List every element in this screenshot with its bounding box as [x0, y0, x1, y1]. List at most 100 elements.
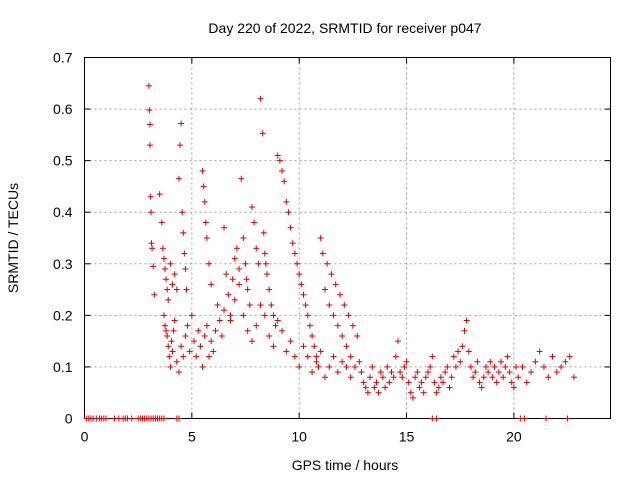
- data-point: [163, 276, 170, 283]
- data-point: [482, 363, 489, 370]
- data-point: [437, 374, 444, 381]
- data-point: [553, 369, 560, 376]
- chart-title: Day 220 of 2022, SRMTID for receiver p04…: [208, 20, 481, 36]
- data-point: [231, 296, 238, 303]
- data-point: [382, 384, 389, 391]
- data-point: [467, 363, 474, 370]
- data-point: [188, 312, 195, 319]
- data-point: [203, 235, 210, 241]
- data-point: [309, 369, 316, 376]
- y-tick-label: 0.3: [53, 256, 73, 272]
- data-point: [160, 312, 167, 319]
- y-tick-label: 0.5: [53, 153, 73, 169]
- data-point: [156, 191, 163, 198]
- data-point: [227, 312, 234, 319]
- data-point: [227, 317, 234, 324]
- data-point: [206, 353, 213, 360]
- data-point: [162, 265, 169, 272]
- data-point: [330, 353, 337, 360]
- data-point: [236, 281, 243, 288]
- data-point: [193, 353, 200, 360]
- data-point: [347, 353, 354, 360]
- data-point: [521, 415, 528, 422]
- data-point: [427, 363, 434, 370]
- data-point: [145, 82, 152, 89]
- data-point: [304, 312, 311, 319]
- data-point: [354, 332, 361, 339]
- data-point: [510, 384, 517, 391]
- data-point: [321, 286, 328, 293]
- data-point: [371, 384, 378, 391]
- data-point: [300, 291, 307, 298]
- data-point: [195, 327, 202, 334]
- data-point: [272, 322, 279, 329]
- gridlines: [84, 57, 611, 419]
- data-point: [102, 415, 109, 422]
- data-point: [326, 363, 333, 370]
- data-point: [373, 379, 380, 386]
- data-point: [334, 369, 341, 376]
- data-point: [536, 348, 543, 355]
- data-point: [208, 338, 215, 345]
- data-point: [478, 384, 485, 391]
- data-point: [159, 245, 166, 252]
- data-point: [448, 374, 455, 381]
- data-point: [244, 327, 251, 334]
- data-point: [240, 235, 247, 241]
- data-point: [545, 374, 552, 381]
- data-point: [147, 193, 154, 200]
- data-point: [313, 358, 320, 365]
- data-point: [260, 229, 267, 236]
- data-point: [171, 271, 178, 278]
- data-point: [457, 358, 464, 365]
- data-point: [180, 229, 187, 236]
- data-point: [384, 363, 391, 370]
- data-point: [459, 343, 466, 350]
- data-point: [326, 302, 333, 309]
- data-point: [446, 384, 453, 391]
- data-point: [463, 317, 470, 324]
- data-point: [236, 265, 243, 272]
- data-point: [169, 348, 176, 355]
- x-axis-title: GPS time / hours: [292, 457, 399, 473]
- data-point: [474, 358, 481, 365]
- data-point: [229, 276, 236, 283]
- data-point: [472, 369, 479, 376]
- data-point: [257, 95, 264, 102]
- data-point: [175, 415, 182, 422]
- data-point: [420, 389, 427, 396]
- data-point: [345, 312, 352, 319]
- data-point: [493, 379, 500, 386]
- data-point: [175, 369, 182, 376]
- data-point: [390, 374, 397, 381]
- data-point: [487, 358, 494, 365]
- data-point: [302, 302, 309, 309]
- data-point: [300, 343, 307, 350]
- data-point: [352, 363, 359, 370]
- data-point: [566, 353, 573, 360]
- data-point: [433, 415, 440, 422]
- data-point: [201, 332, 208, 339]
- data-point: [151, 291, 158, 298]
- y-axis-title: SRMTID / TECUs: [5, 183, 21, 293]
- data-point: [375, 389, 382, 396]
- data-point: [418, 379, 425, 386]
- data-point: [180, 353, 187, 360]
- data-point: [476, 379, 483, 386]
- data-point: [281, 178, 288, 185]
- data-point: [179, 209, 186, 216]
- data-point: [461, 327, 468, 334]
- data-point: [165, 343, 172, 350]
- data-point: [311, 343, 318, 350]
- data-point: [274, 152, 281, 159]
- data-point: [276, 157, 283, 164]
- data-point: [429, 353, 436, 360]
- data-point: [178, 120, 185, 127]
- data-point: [339, 332, 346, 339]
- x-tick-label: 10: [291, 429, 307, 445]
- data-point: [279, 167, 286, 174]
- data-point: [165, 296, 172, 303]
- data-point: [197, 343, 204, 350]
- data-point: [168, 338, 175, 345]
- data-point: [336, 291, 343, 298]
